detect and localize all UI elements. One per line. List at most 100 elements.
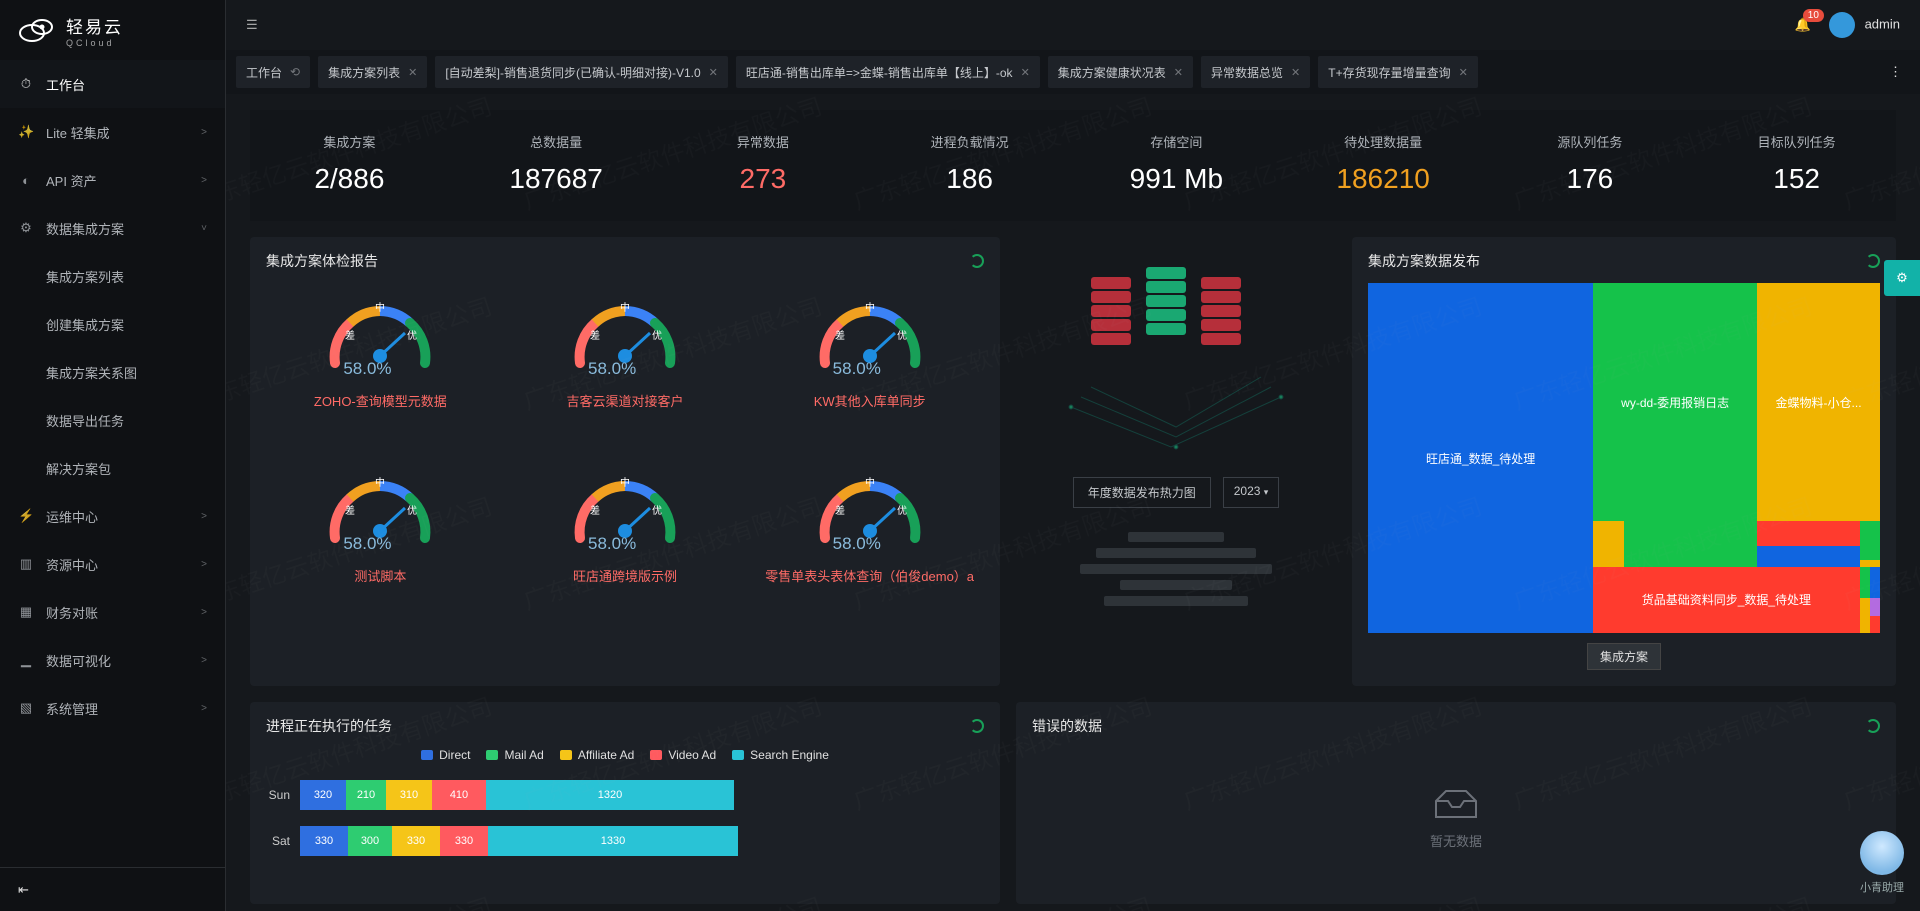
tab[interactable]: 集成方案健康状况表✕ <box>1048 56 1193 88</box>
chevron-icon: ˃ <box>201 703 207 714</box>
sidebar-item[interactable]: ⚡运维中心˃ <box>0 492 225 540</box>
refresh-icon[interactable] <box>970 719 984 733</box>
tab[interactable]: T+存货现存量增量查询✕ <box>1318 56 1478 88</box>
sidebar-item[interactable]: ▁数据可视化˃ <box>0 636 225 684</box>
bar-segment[interactable]: 330 <box>392 826 440 856</box>
bar-segment[interactable]: 210 <box>346 780 386 810</box>
stacked-bar-row: Sat3303003303301330 <box>306 818 984 864</box>
gauge-label: 吉客云渠道对接客户 <box>566 391 683 410</box>
settings-drawer-button[interactable]: ⚙ <box>1884 260 1920 296</box>
gauge[interactable]: 差 中 优 58.0% 旺店通跨境版示例 <box>511 458 740 633</box>
gauge[interactable]: 差 中 优 58.0% KW其他入库单同步 <box>755 283 984 458</box>
gauge[interactable]: 差 中 优 58.0% 吉客云渠道对接客户 <box>511 283 740 458</box>
summary-cell[interactable]: 待处理数据量186210 <box>1284 110 1483 221</box>
reload-icon[interactable]: ⟲ <box>290 65 300 79</box>
nav-label: API 资产 <box>46 171 97 190</box>
refresh-icon[interactable] <box>970 254 984 268</box>
bar-segment[interactable]: 300 <box>348 826 392 856</box>
treemap-block[interactable] <box>1860 546 1880 560</box>
notification-bell[interactable]: 🔔 10 <box>1795 17 1811 33</box>
gauge[interactable]: 差 中 优 58.0% ZOHO-查询模型元数据 <box>266 283 495 458</box>
legend-item[interactable]: Direct <box>421 748 470 762</box>
close-icon[interactable]: ✕ <box>408 66 417 79</box>
server-illustration <box>1016 237 1336 467</box>
nav-label: 工作台 <box>46 75 85 94</box>
refresh-icon[interactable] <box>1866 719 1880 733</box>
sidebar-item[interactable]: ⚙数据集成方案˅ <box>0 204 225 252</box>
close-icon[interactable]: ✕ <box>1291 66 1300 79</box>
treemap-block[interactable] <box>1860 521 1880 546</box>
summary-cell[interactable]: 目标队列任务152 <box>1697 110 1896 221</box>
treemap-block[interactable] <box>1860 598 1870 633</box>
nav-label: 财务对账 <box>46 603 98 622</box>
menu-toggle-icon[interactable]: ☰ <box>246 17 258 33</box>
tab[interactable]: 异常数据总览✕ <box>1201 56 1310 88</box>
treemap-block[interactable]: 货品基础资料同步_数据_待处理 <box>1593 567 1859 634</box>
sidebar-subitem[interactable]: 集成方案关系图 <box>0 348 225 396</box>
treemap-block[interactable] <box>1757 521 1859 546</box>
svg-text:中: 中 <box>375 301 385 314</box>
bar-segment[interactable]: 1320 <box>486 780 734 810</box>
summary-cell[interactable]: 异常数据273 <box>664 110 863 221</box>
bar-segment[interactable]: 330 <box>300 826 348 856</box>
legend-item[interactable]: Mail Ad <box>486 748 543 762</box>
treemap-block[interactable] <box>1757 546 1859 567</box>
treemap-block[interactable] <box>1870 598 1880 616</box>
chevron-icon: ˃ <box>201 175 207 186</box>
sidebar-item[interactable]: ▦财务对账˃ <box>0 588 225 636</box>
summary-cell[interactable]: 总数据量187687 <box>457 110 656 221</box>
treemap-block[interactable]: wy-dd-委用报销日志 <box>1593 283 1757 521</box>
refresh-icon[interactable] <box>1866 254 1880 268</box>
bar-segment[interactable]: 410 <box>432 780 486 810</box>
summary-value: 2/886 <box>258 163 441 195</box>
tab[interactable]: 旺店通-销售出库单=>金蝶-销售出库单【线上】-ok✕ <box>736 56 1040 88</box>
sidebar-item[interactable]: ◐API 资产˃ <box>0 156 225 204</box>
tab[interactable]: [自动差梨]-销售退货同步(已确认-明细对接)-V1.0✕ <box>435 56 728 88</box>
sidebar-subitem[interactable]: 集成方案列表 <box>0 252 225 300</box>
sidebar-item[interactable]: ⏱工作台 <box>0 60 225 108</box>
bar-segment[interactable]: 1330 <box>488 826 738 856</box>
assistant-widget[interactable]: 小青助理 <box>1860 831 1904 895</box>
gauge[interactable]: 差 中 优 58.0% 测试脚本 <box>266 458 495 633</box>
gauge[interactable]: 差 中 优 58.0% 零售单表头表体查询（伯俊demo）a <box>755 458 984 633</box>
tab-overflow-menu[interactable]: ⋮ <box>1881 64 1910 80</box>
chevron-icon: ˃ <box>201 511 207 522</box>
legend-item[interactable]: Search Engine <box>732 748 829 762</box>
sidebar-collapse-toggle[interactable]: ⇤ <box>0 867 225 911</box>
treemap-block[interactable] <box>1624 521 1757 567</box>
bar-segment[interactable]: 310 <box>386 780 432 810</box>
close-icon[interactable]: ✕ <box>1021 66 1030 79</box>
svg-text:优: 优 <box>652 504 662 517</box>
legend-item[interactable]: Affiliate Ad <box>560 748 634 762</box>
user-menu[interactable]: admin <box>1829 12 1900 38</box>
gauge-label: 测试脚本 <box>354 566 406 585</box>
sidebar-subitem[interactable]: 解决方案包 <box>0 444 225 492</box>
treemap-block[interactable] <box>1593 521 1624 567</box>
treemap-block[interactable]: 旺店通_数据_待处理 <box>1368 283 1593 633</box>
summary-cell[interactable]: 源队列任务176 <box>1491 110 1690 221</box>
summary-cell[interactable]: 进程负载情况186 <box>870 110 1069 221</box>
sidebar-item[interactable]: ✨Lite 轻集成˃ <box>0 108 225 156</box>
legend-item[interactable]: Video Ad <box>650 748 716 762</box>
treemap-block[interactable] <box>1860 567 1870 599</box>
close-icon[interactable]: ✕ <box>709 66 718 79</box>
summary-cell[interactable]: 集成方案2/886 <box>250 110 449 221</box>
bar-segment[interactable]: 320 <box>300 780 346 810</box>
tab[interactable]: 工作台⟲ <box>236 56 310 88</box>
gauge-label: 旺店通跨境版示例 <box>573 566 677 585</box>
treemap-block[interactable] <box>1870 616 1880 634</box>
tab[interactable]: 集成方案列表✕ <box>318 56 427 88</box>
sidebar-item[interactable]: ▧系统管理˃ <box>0 684 225 732</box>
treemap-block[interactable]: 金蝶物料-小仓... <box>1757 283 1880 521</box>
bar-segment[interactable]: 330 <box>440 826 488 856</box>
heatmap-year-select[interactable]: 2023 ▾ <box>1223 477 1280 508</box>
sidebar-subitem[interactable]: 数据导出任务 <box>0 396 225 444</box>
treemap-filter-button[interactable]: 集成方案 <box>1587 643 1661 670</box>
sidebar-subitem[interactable]: 创建集成方案 <box>0 300 225 348</box>
treemap-block[interactable] <box>1870 567 1880 599</box>
sidebar-item[interactable]: ▥资源中心˃ <box>0 540 225 588</box>
close-icon[interactable]: ✕ <box>1174 66 1183 79</box>
close-icon[interactable]: ✕ <box>1459 66 1468 79</box>
summary-cell[interactable]: 存储空间991 Mb <box>1077 110 1276 221</box>
legend-swatch <box>732 750 744 760</box>
